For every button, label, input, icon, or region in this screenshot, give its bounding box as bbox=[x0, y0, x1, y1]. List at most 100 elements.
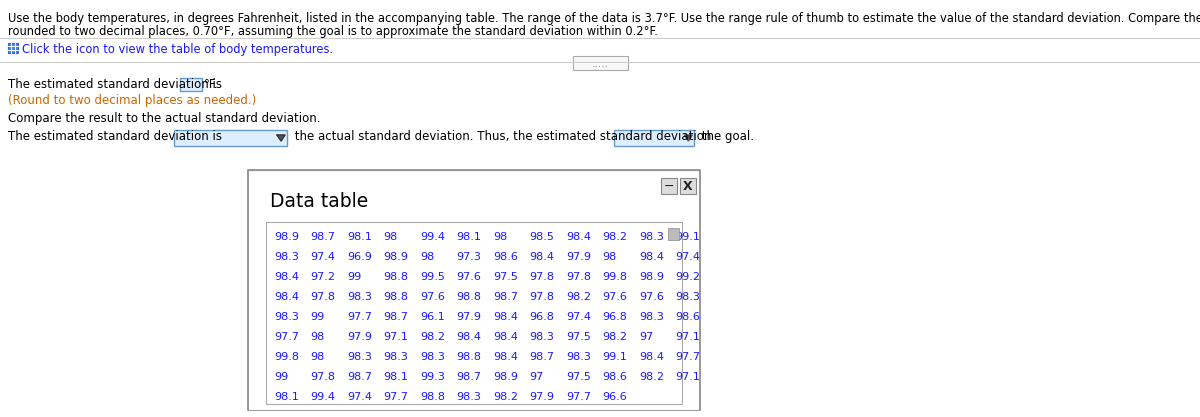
Text: rounded to two decimal places, 0.70°F, assuming the goal is to approximate the s: rounded to two decimal places, 0.70°F, a… bbox=[8, 25, 658, 38]
Text: 98.4: 98.4 bbox=[640, 352, 664, 362]
Text: 98.8: 98.8 bbox=[420, 392, 445, 402]
Text: 97.6: 97.6 bbox=[602, 292, 628, 302]
Bar bbox=[250, 172, 698, 410]
Text: 98.3: 98.3 bbox=[347, 352, 372, 362]
Bar bbox=[668, 228, 679, 240]
Text: 98.3: 98.3 bbox=[676, 292, 701, 302]
Text: 98.4: 98.4 bbox=[456, 332, 481, 342]
Text: 98.2: 98.2 bbox=[493, 392, 518, 402]
Bar bbox=[266, 222, 682, 404]
Text: 98.6: 98.6 bbox=[676, 312, 701, 322]
Text: 99: 99 bbox=[274, 372, 288, 382]
Text: 98: 98 bbox=[602, 252, 617, 262]
Text: 98.3: 98.3 bbox=[274, 252, 299, 262]
Text: 98.3: 98.3 bbox=[274, 312, 299, 322]
Text: Compare the result to the actual standard deviation.: Compare the result to the actual standar… bbox=[8, 112, 320, 125]
Text: −: − bbox=[664, 179, 674, 193]
Text: 98.3: 98.3 bbox=[456, 392, 481, 402]
Text: 98.4: 98.4 bbox=[493, 312, 518, 322]
Text: 98.4: 98.4 bbox=[640, 252, 664, 262]
Text: 99.3: 99.3 bbox=[420, 372, 445, 382]
Bar bbox=[614, 130, 695, 146]
Text: 99.1: 99.1 bbox=[676, 232, 701, 242]
Text: 99.8: 99.8 bbox=[274, 352, 299, 362]
Text: 98.4: 98.4 bbox=[493, 352, 518, 362]
Text: 98.7: 98.7 bbox=[529, 352, 554, 362]
Text: 98.2: 98.2 bbox=[640, 372, 664, 382]
Text: 97.4: 97.4 bbox=[311, 252, 336, 262]
Polygon shape bbox=[277, 135, 286, 141]
Text: 97.8: 97.8 bbox=[311, 372, 336, 382]
Text: 98.3: 98.3 bbox=[384, 352, 408, 362]
Text: 97.9: 97.9 bbox=[566, 252, 592, 262]
Text: 98.7: 98.7 bbox=[493, 292, 518, 302]
Text: 97.1: 97.1 bbox=[384, 332, 408, 342]
Text: 98.3: 98.3 bbox=[640, 312, 664, 322]
Text: 97.8: 97.8 bbox=[529, 292, 554, 302]
Text: 98.3: 98.3 bbox=[529, 332, 554, 342]
Text: 98.6: 98.6 bbox=[602, 372, 628, 382]
Text: 97.6: 97.6 bbox=[640, 292, 664, 302]
Text: 98.4: 98.4 bbox=[493, 332, 518, 342]
Bar bbox=[8, 43, 18, 53]
Text: 98.1: 98.1 bbox=[274, 392, 299, 402]
Text: 98.3: 98.3 bbox=[347, 292, 372, 302]
Text: 98.9: 98.9 bbox=[384, 252, 408, 262]
Bar bbox=[180, 78, 202, 91]
Text: The estimated standard deviation is: The estimated standard deviation is bbox=[8, 130, 222, 143]
Text: 98.9: 98.9 bbox=[493, 372, 518, 382]
Text: 97.4: 97.4 bbox=[676, 252, 701, 262]
Text: 98.5: 98.5 bbox=[529, 232, 554, 242]
Text: 97.5: 97.5 bbox=[566, 372, 590, 382]
Text: 97.6: 97.6 bbox=[420, 292, 445, 302]
Text: 97.1: 97.1 bbox=[676, 332, 701, 342]
Text: 97.7: 97.7 bbox=[274, 332, 299, 342]
Text: 97.4: 97.4 bbox=[347, 392, 372, 402]
Text: 98.4: 98.4 bbox=[529, 252, 554, 262]
Text: 96.8: 96.8 bbox=[529, 312, 554, 322]
Text: Data table: Data table bbox=[270, 192, 368, 211]
Text: 98.9: 98.9 bbox=[274, 232, 299, 242]
Text: 98.7: 98.7 bbox=[456, 372, 481, 382]
Text: 97.2: 97.2 bbox=[311, 272, 336, 282]
Text: 99: 99 bbox=[311, 312, 325, 322]
Text: 98.2: 98.2 bbox=[602, 332, 628, 342]
Bar bbox=[680, 178, 696, 194]
Text: 98.8: 98.8 bbox=[384, 272, 408, 282]
Text: 98.6: 98.6 bbox=[493, 252, 518, 262]
Text: the actual standard deviation. Thus, the estimated standard deviation: the actual standard deviation. Thus, the… bbox=[292, 130, 712, 143]
Text: 98.2: 98.2 bbox=[420, 332, 445, 342]
Text: The estimated standard deviation is: The estimated standard deviation is bbox=[8, 78, 226, 91]
Text: 98.1: 98.1 bbox=[456, 232, 481, 242]
Text: 98: 98 bbox=[493, 232, 508, 242]
Text: 97: 97 bbox=[640, 332, 653, 342]
Text: 97.8: 97.8 bbox=[529, 272, 554, 282]
Text: 97.1: 97.1 bbox=[676, 372, 701, 382]
Text: 99.5: 99.5 bbox=[420, 272, 445, 282]
Text: 97.3: 97.3 bbox=[456, 252, 481, 262]
Text: 98.4: 98.4 bbox=[274, 272, 299, 282]
Text: 99: 99 bbox=[347, 272, 361, 282]
Text: 96.1: 96.1 bbox=[420, 312, 445, 322]
Text: 98.7: 98.7 bbox=[347, 372, 372, 382]
Text: 98.2: 98.2 bbox=[602, 232, 628, 242]
Text: 96.9: 96.9 bbox=[347, 252, 372, 262]
Text: 98.4: 98.4 bbox=[566, 232, 592, 242]
Text: 97.7: 97.7 bbox=[676, 352, 701, 362]
Text: the goal.: the goal. bbox=[698, 130, 755, 143]
Text: 98.9: 98.9 bbox=[640, 272, 664, 282]
Text: 97.6: 97.6 bbox=[456, 272, 481, 282]
Bar bbox=[572, 56, 628, 70]
Text: 98.1: 98.1 bbox=[347, 232, 372, 242]
Text: 97.9: 97.9 bbox=[347, 332, 372, 342]
Text: 99.8: 99.8 bbox=[602, 272, 628, 282]
Text: 99.4: 99.4 bbox=[420, 232, 445, 242]
Text: Click the icon to view the table of body temperatures.: Click the icon to view the table of body… bbox=[22, 43, 334, 56]
Text: 97.7: 97.7 bbox=[384, 392, 408, 402]
Text: 98.3: 98.3 bbox=[566, 352, 590, 362]
Text: 98: 98 bbox=[384, 232, 397, 242]
Text: 98.2: 98.2 bbox=[566, 292, 592, 302]
Text: 98.1: 98.1 bbox=[384, 372, 408, 382]
Text: 97.5: 97.5 bbox=[493, 272, 518, 282]
Text: 98.3: 98.3 bbox=[640, 232, 664, 242]
